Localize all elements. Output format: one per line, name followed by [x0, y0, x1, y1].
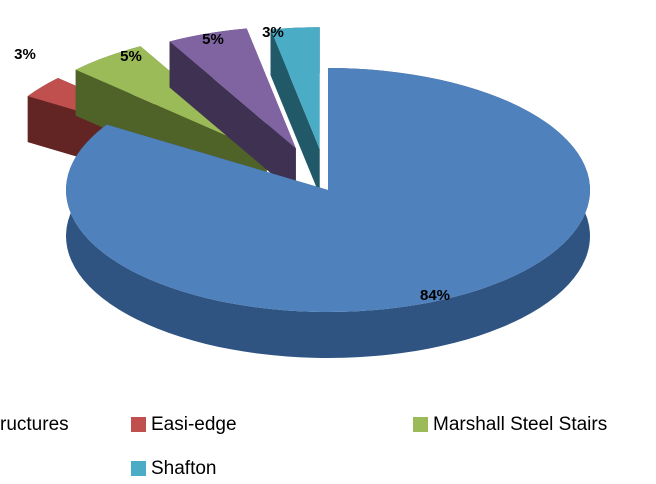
data-label: 5%: [202, 31, 224, 48]
legend-label: Shafton: [151, 458, 217, 479]
legend-label: ructures: [0, 414, 69, 435]
slice: [270, 27, 320, 150]
legend-label: Marshall Steel Stairs: [433, 414, 607, 435]
legend-marker: [413, 417, 428, 432]
slice: [169, 28, 296, 149]
data-label: 5%: [120, 48, 142, 65]
legend-marker: [131, 461, 146, 476]
data-label: 84%: [420, 287, 450, 304]
legend-label: Easi-edge: [151, 414, 237, 435]
data-label: 3%: [262, 24, 284, 41]
legend-marker: [131, 417, 146, 432]
data-label: 3%: [14, 46, 36, 63]
slice: [65, 68, 590, 312]
